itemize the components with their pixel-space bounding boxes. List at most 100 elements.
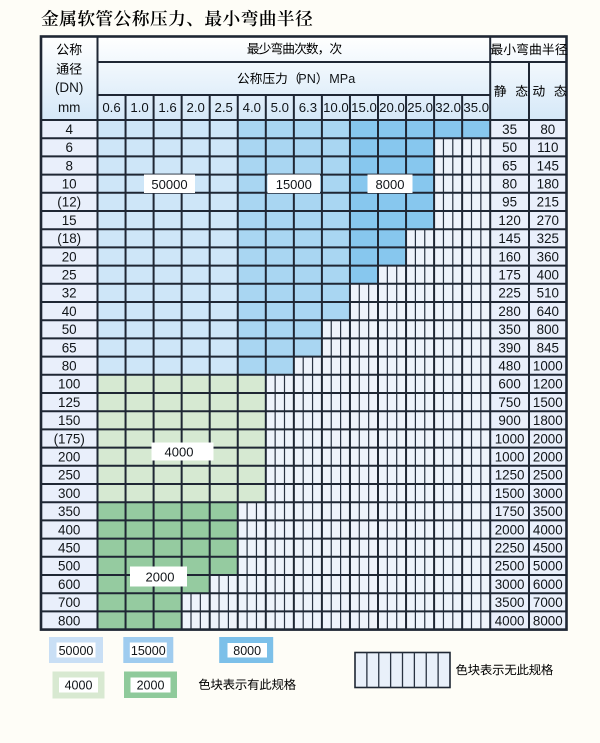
- svg-text:160: 160: [498, 249, 520, 264]
- svg-text:20.0: 20.0: [379, 100, 405, 115]
- svg-text:3000: 3000: [533, 486, 563, 501]
- svg-text:1.0: 1.0: [130, 100, 148, 115]
- svg-text:35.0: 35.0: [463, 100, 489, 115]
- svg-text:20: 20: [62, 249, 77, 264]
- svg-text:250: 250: [58, 468, 80, 483]
- svg-text:50000: 50000: [59, 644, 94, 658]
- svg-text:5000: 5000: [533, 559, 563, 574]
- svg-text:150: 150: [58, 413, 80, 428]
- svg-text:6: 6: [65, 140, 72, 155]
- svg-text:1800: 1800: [533, 413, 563, 428]
- svg-text:2000: 2000: [533, 431, 563, 446]
- svg-text:120: 120: [498, 213, 520, 228]
- svg-text:4: 4: [65, 122, 73, 137]
- svg-text:900: 900: [498, 413, 520, 428]
- svg-text:32.0: 32.0: [435, 100, 461, 115]
- svg-text:65: 65: [62, 340, 77, 355]
- svg-text:mm: mm: [58, 100, 81, 115]
- svg-text:0.6: 0.6: [102, 100, 120, 115]
- svg-text:750: 750: [498, 395, 520, 410]
- svg-text:65: 65: [502, 158, 517, 173]
- svg-text:6000: 6000: [533, 577, 563, 592]
- svg-text:(12): (12): [57, 195, 81, 210]
- svg-text:700: 700: [58, 595, 80, 610]
- svg-text:510: 510: [537, 286, 559, 301]
- svg-text:145: 145: [537, 158, 559, 173]
- svg-text:600: 600: [498, 377, 520, 392]
- svg-text:8: 8: [65, 158, 72, 173]
- svg-text:10.0: 10.0: [323, 100, 349, 115]
- svg-text:3000: 3000: [495, 577, 525, 592]
- svg-text:600: 600: [58, 577, 80, 592]
- svg-text:500: 500: [58, 559, 80, 574]
- svg-text:50000: 50000: [151, 177, 187, 192]
- svg-text:80: 80: [540, 122, 555, 137]
- svg-text:15000: 15000: [131, 644, 166, 658]
- svg-text:15: 15: [62, 213, 77, 228]
- svg-text:50: 50: [502, 140, 517, 155]
- svg-text:1200: 1200: [533, 377, 563, 392]
- svg-text:4000: 4000: [495, 613, 525, 628]
- svg-text:845: 845: [537, 340, 559, 355]
- svg-text:32: 32: [62, 286, 77, 301]
- svg-text:200: 200: [58, 450, 80, 465]
- svg-text:175: 175: [498, 268, 520, 283]
- svg-text:145: 145: [498, 231, 520, 246]
- svg-text:2.5: 2.5: [215, 100, 233, 115]
- svg-text:2500: 2500: [533, 468, 563, 483]
- svg-text:8000: 8000: [376, 177, 405, 192]
- svg-text:2500: 2500: [495, 559, 525, 574]
- svg-text:215: 215: [537, 195, 559, 210]
- svg-text:95: 95: [502, 195, 517, 210]
- svg-text:PN: PN: [298, 72, 316, 86]
- svg-text:360: 360: [537, 249, 559, 264]
- svg-text:225: 225: [498, 286, 520, 301]
- svg-text:50: 50: [62, 322, 77, 337]
- svg-text:8000: 8000: [533, 613, 563, 628]
- svg-text:800: 800: [537, 322, 559, 337]
- svg-text:4500: 4500: [533, 541, 563, 556]
- svg-text:(DN): (DN): [55, 80, 84, 95]
- svg-text:80: 80: [502, 177, 517, 192]
- svg-text:480: 480: [498, 359, 520, 374]
- svg-text:280: 280: [498, 304, 520, 319]
- svg-text:15.0: 15.0: [351, 100, 377, 115]
- svg-text:350: 350: [498, 322, 520, 337]
- svg-text:4000: 4000: [533, 522, 563, 537]
- svg-text:2000: 2000: [495, 522, 525, 537]
- svg-text:1000: 1000: [495, 431, 525, 446]
- svg-text:400: 400: [58, 522, 80, 537]
- svg-text:15000: 15000: [276, 177, 312, 192]
- svg-text:2000: 2000: [137, 679, 165, 693]
- svg-text:80: 80: [62, 359, 77, 374]
- svg-text:5.0: 5.0: [271, 100, 289, 115]
- svg-text:1000: 1000: [533, 359, 563, 374]
- svg-text:1500: 1500: [495, 486, 525, 501]
- svg-text:270: 270: [537, 213, 559, 228]
- svg-text:1250: 1250: [495, 468, 525, 483]
- svg-text:325: 325: [537, 231, 559, 246]
- svg-text:2250: 2250: [495, 541, 525, 556]
- svg-text:1750: 1750: [495, 504, 525, 519]
- svg-text:2000: 2000: [146, 569, 175, 584]
- svg-text:4.0: 4.0: [243, 100, 261, 115]
- svg-text:6.3: 6.3: [299, 100, 317, 115]
- svg-text:125: 125: [58, 395, 80, 410]
- svg-text:25.0: 25.0: [407, 100, 433, 115]
- svg-text:(175): (175): [54, 431, 85, 446]
- svg-text:(18): (18): [57, 231, 81, 246]
- svg-text:7000: 7000: [533, 595, 563, 610]
- svg-text:40: 40: [62, 304, 77, 319]
- svg-text:1000: 1000: [495, 450, 525, 465]
- svg-text:180: 180: [537, 177, 559, 192]
- svg-text:1.6: 1.6: [158, 100, 176, 115]
- svg-text:1500: 1500: [533, 395, 563, 410]
- svg-text:2.0: 2.0: [187, 100, 205, 115]
- svg-text:300: 300: [58, 486, 80, 501]
- svg-text:8000: 8000: [233, 644, 261, 658]
- svg-text:3500: 3500: [495, 595, 525, 610]
- svg-text:25: 25: [62, 268, 77, 283]
- svg-text:400: 400: [537, 268, 559, 283]
- svg-text:4000: 4000: [165, 445, 194, 460]
- svg-text:640: 640: [537, 304, 559, 319]
